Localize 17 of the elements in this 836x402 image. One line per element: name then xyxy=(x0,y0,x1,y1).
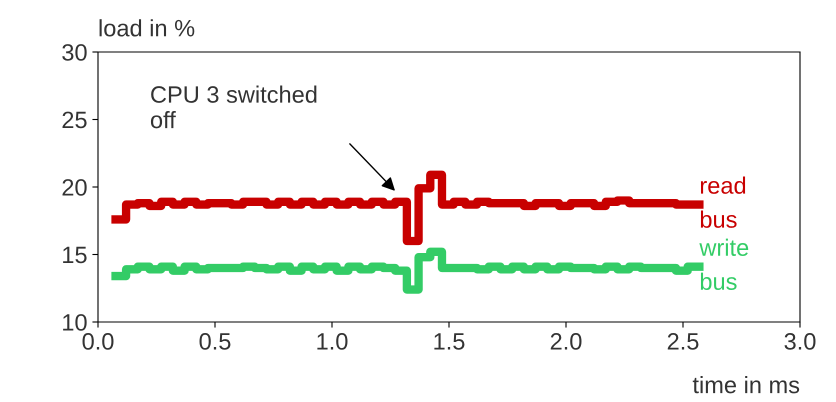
x-axis-title: time in ms xyxy=(692,376,800,394)
x-tick-label: 2.0 xyxy=(550,333,582,350)
y-tick-label: 10 xyxy=(63,314,87,331)
series-label: write bus xyxy=(699,238,748,290)
y-tick-label: 25 xyxy=(62,112,87,128)
x-tick-label: 0.0 xyxy=(82,333,114,350)
series-label: read bus xyxy=(700,176,746,228)
annotation: CPU 3 switched off xyxy=(150,86,316,128)
x-tick-label: 3.0 xyxy=(784,333,816,350)
x-tick-label: 2.5 xyxy=(668,333,698,350)
x-tick-label: 1.0 xyxy=(317,333,348,350)
y-tick-label: 20 xyxy=(62,179,87,196)
y-axis-title: load in % xyxy=(100,19,194,37)
y-tick-label: 30 xyxy=(62,44,87,61)
x-tick-label: 0.5 xyxy=(200,333,230,350)
x-tick-label: 1.5 xyxy=(434,333,464,350)
y-tick-label: 15 xyxy=(63,246,87,264)
